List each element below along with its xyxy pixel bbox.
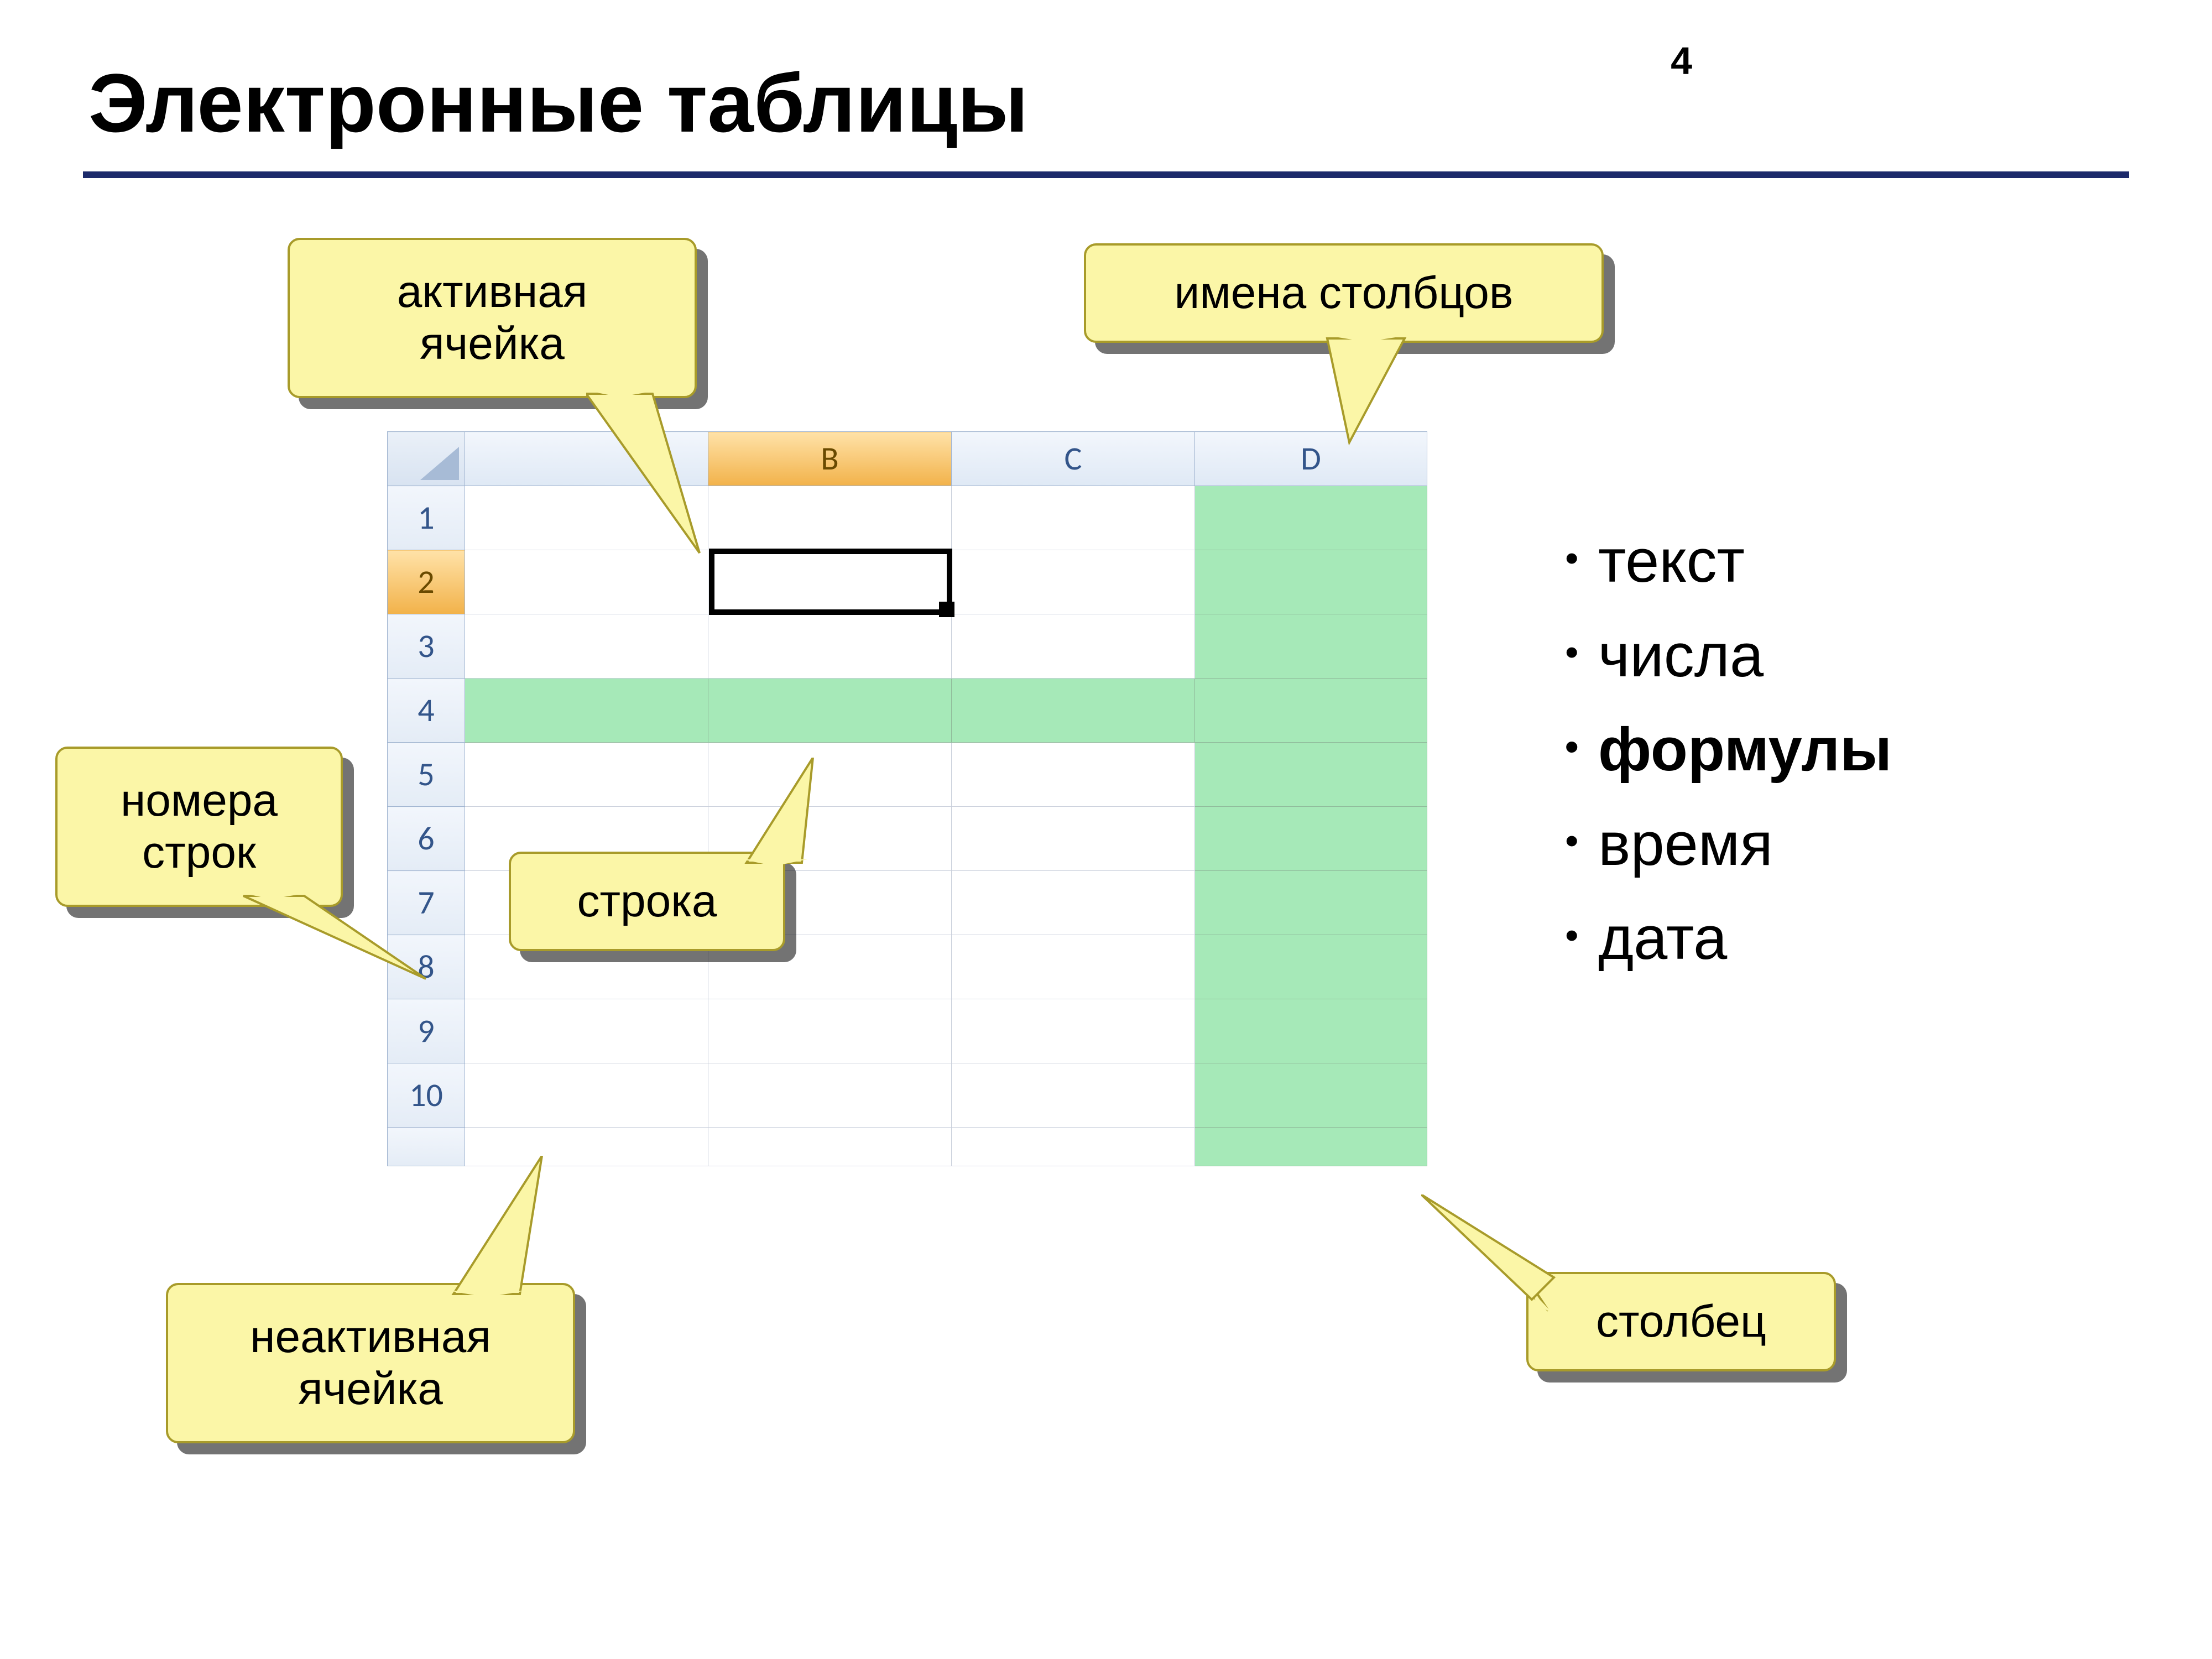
cell[interactable]	[1195, 679, 1427, 743]
slide: 4 Электронные таблицы B C D 1 2 3	[0, 0, 2212, 1659]
page-title: Электронные таблицы	[88, 55, 1029, 151]
bullet-list: текст числа формулы время дата	[1565, 514, 1892, 986]
cell[interactable]	[708, 614, 952, 679]
cell[interactable]	[952, 999, 1195, 1063]
list-item: текст	[1565, 514, 1892, 609]
cell[interactable]	[952, 871, 1195, 935]
cell[interactable]	[1195, 1063, 1427, 1128]
col-header-B[interactable]: B	[708, 432, 952, 486]
list-item: дата	[1565, 891, 1892, 986]
cell[interactable]	[952, 935, 1195, 999]
row-header-8[interactable]: 8	[388, 935, 465, 999]
cell[interactable]	[952, 1063, 1195, 1128]
cell[interactable]	[1195, 935, 1427, 999]
cell[interactable]	[708, 679, 952, 743]
row-header-1[interactable]: 1	[388, 486, 465, 550]
page-number: 4	[1671, 39, 1692, 83]
cell[interactable]	[708, 999, 952, 1063]
row-header-9[interactable]: 9	[388, 999, 465, 1063]
row-header-2[interactable]: 2	[388, 550, 465, 614]
cell[interactable]	[465, 679, 708, 743]
callout-column-names: имена столбцов	[1084, 243, 1604, 343]
cell[interactable]	[708, 1063, 952, 1128]
cell[interactable]	[1195, 614, 1427, 679]
cell[interactable]	[465, 1063, 708, 1128]
cell[interactable]	[952, 807, 1195, 871]
row-header-partial[interactable]	[388, 1128, 465, 1166]
cell[interactable]	[1195, 486, 1427, 550]
cell[interactable]	[465, 1128, 708, 1166]
cell[interactable]	[952, 679, 1195, 743]
callout-inactive-cell: неактивная ячейка	[166, 1283, 575, 1443]
cell[interactable]	[1195, 807, 1427, 871]
cell[interactable]	[1195, 743, 1427, 807]
cell[interactable]	[1195, 1128, 1427, 1166]
col-header-blank[interactable]	[465, 432, 708, 486]
callout-active-cell: активная ячейка	[288, 238, 697, 398]
col-header-C[interactable]: C	[952, 432, 1195, 486]
row-header-3[interactable]: 3	[388, 614, 465, 679]
col-header-D[interactable]: D	[1195, 432, 1427, 486]
list-item: формулы	[1565, 703, 1892, 797]
cell[interactable]	[952, 550, 1195, 614]
cell[interactable]	[465, 486, 708, 550]
callout-column: столбец	[1526, 1272, 1836, 1371]
cell[interactable]	[952, 614, 1195, 679]
cell[interactable]	[1195, 999, 1427, 1063]
cell[interactable]	[952, 486, 1195, 550]
row-header-6[interactable]: 6	[388, 807, 465, 871]
callout-tail	[442, 1156, 564, 1300]
row-header-5[interactable]: 5	[388, 743, 465, 807]
callout-row: строка	[509, 852, 785, 951]
cell[interactable]	[465, 999, 708, 1063]
list-item: числа	[1565, 609, 1892, 703]
select-all-corner[interactable]	[388, 432, 465, 486]
cell[interactable]	[465, 614, 708, 679]
cell[interactable]	[708, 1128, 952, 1166]
cell[interactable]	[465, 743, 708, 807]
row-header-10[interactable]: 10	[388, 1063, 465, 1128]
list-item: время	[1565, 797, 1892, 892]
cell[interactable]	[708, 486, 952, 550]
cell[interactable]	[952, 743, 1195, 807]
spreadsheet: B C D 1 2 3 4	[387, 431, 1427, 1166]
cell[interactable]	[952, 1128, 1195, 1166]
row-header-7[interactable]: 7	[388, 871, 465, 935]
cell[interactable]	[1195, 550, 1427, 614]
cell-B2[interactable]	[708, 550, 952, 614]
cell[interactable]	[1195, 871, 1427, 935]
callout-row-numbers: номера строк	[55, 747, 343, 907]
cell[interactable]	[708, 743, 952, 807]
row-header-4[interactable]: 4	[388, 679, 465, 743]
title-rule	[83, 171, 2129, 178]
cell[interactable]	[465, 550, 708, 614]
